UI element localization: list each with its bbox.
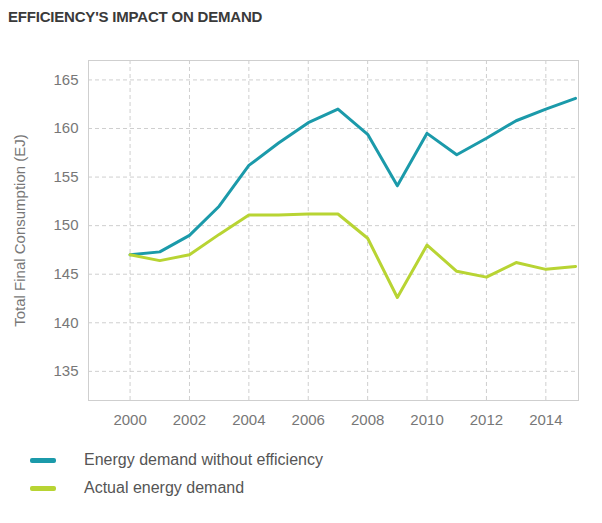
svg-text:150: 150 <box>53 216 78 233</box>
svg-text:140: 140 <box>53 314 78 331</box>
svg-text:2004: 2004 <box>232 411 265 428</box>
svg-text:145: 145 <box>53 265 78 282</box>
svg-text:2010: 2010 <box>410 411 443 428</box>
html-text:Energy demand without efficien: Energy demand without efficiency <box>84 451 323 468</box>
svg-text:2006: 2006 <box>292 411 325 428</box>
svg-text:2002: 2002 <box>173 411 206 428</box>
svg-text:Total Final Consumption (EJ): Total Final Consumption (EJ) <box>11 134 28 327</box>
html-text:EFFICIENCY'S IMPACT ON DEMAND: EFFICIENCY'S IMPACT ON DEMAND <box>8 8 263 25</box>
svg-text:160: 160 <box>53 119 78 136</box>
svg-text:2014: 2014 <box>529 411 562 428</box>
svg-text:2012: 2012 <box>470 411 503 428</box>
svg-text:165: 165 <box>53 71 78 88</box>
html-text:Actual energy demand: Actual energy demand <box>84 479 245 496</box>
svg-text:135: 135 <box>53 362 78 379</box>
svg-text:155: 155 <box>53 168 78 185</box>
svg-text:2000: 2000 <box>113 411 146 428</box>
svg-text:2008: 2008 <box>351 411 384 428</box>
